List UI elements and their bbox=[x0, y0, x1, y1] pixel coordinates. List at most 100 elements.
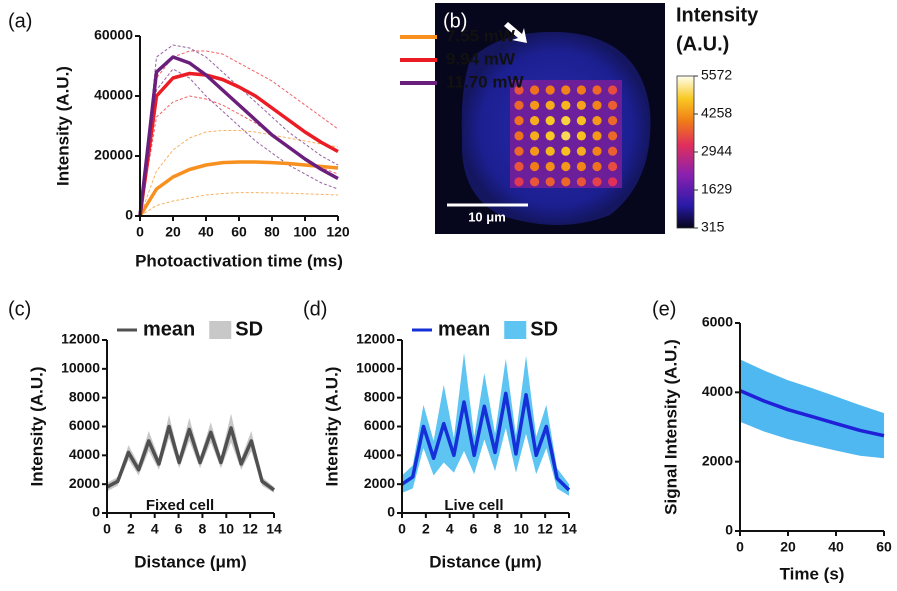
spot bbox=[577, 147, 586, 156]
y-tick-label: 2000 bbox=[69, 475, 100, 491]
spot bbox=[546, 101, 555, 110]
x-tick-label: 6 bbox=[175, 521, 183, 537]
line bbox=[140, 74, 338, 217]
spot bbox=[577, 116, 586, 125]
spot bbox=[530, 131, 539, 140]
sd-band bbox=[402, 353, 569, 496]
x-tick-label: 2 bbox=[422, 521, 430, 537]
panel-label: (d) bbox=[303, 298, 327, 320]
spot bbox=[561, 177, 570, 186]
x-tick-label: 2 bbox=[127, 521, 135, 537]
y-tick-label: 2000 bbox=[364, 475, 395, 491]
x-tick-label: 10 bbox=[218, 521, 234, 537]
spot bbox=[530, 116, 539, 125]
spot bbox=[577, 101, 586, 110]
x-tick-label: 12 bbox=[242, 521, 258, 537]
sd-band bbox=[107, 414, 274, 493]
y-tick-label: 10000 bbox=[356, 360, 395, 376]
spot bbox=[608, 131, 617, 140]
x-tick-label: 40 bbox=[828, 539, 844, 555]
colorbar-title: Intensity bbox=[676, 4, 759, 26]
sd-band bbox=[740, 359, 884, 458]
y-tick-label: 8000 bbox=[364, 388, 395, 404]
legend-label: mean bbox=[438, 318, 490, 340]
x-tick-label: 12 bbox=[537, 521, 553, 537]
y-tick-label: 4000 bbox=[69, 446, 100, 462]
spot bbox=[546, 116, 555, 125]
legend-label: 11.70 mW bbox=[446, 72, 524, 91]
panel-label: (c) bbox=[8, 298, 31, 320]
y-tick-label: 2000 bbox=[702, 452, 733, 468]
spot bbox=[592, 131, 601, 140]
x-axis-label: Photoactivation time (ms) bbox=[135, 251, 343, 270]
x-axis-label: Distance (μm) bbox=[134, 552, 246, 571]
line bbox=[107, 427, 274, 490]
colorbar-tick-label: 2944 bbox=[701, 143, 732, 159]
spot bbox=[561, 147, 570, 156]
y-tick-label: 12000 bbox=[356, 331, 395, 347]
spot bbox=[514, 116, 523, 125]
sd-line bbox=[140, 96, 338, 216]
legend-swatch bbox=[209, 321, 231, 339]
legend-label: mean bbox=[143, 318, 195, 340]
legend-label: SD bbox=[530, 318, 558, 340]
x-tick-label: 0 bbox=[136, 224, 144, 240]
y-tick-label: 0 bbox=[387, 504, 395, 520]
panel-label: (b) bbox=[443, 10, 467, 32]
y-tick-label: 4000 bbox=[364, 446, 395, 462]
legend-swatch bbox=[504, 321, 526, 339]
annotation: Fixed cell bbox=[146, 497, 214, 514]
spot bbox=[530, 85, 539, 94]
x-tick-label: 8 bbox=[199, 521, 207, 537]
x-tick-label: 100 bbox=[293, 224, 317, 240]
x-tick-label: 4 bbox=[446, 521, 454, 537]
spot bbox=[608, 116, 617, 125]
colorbar-tick-label: 5572 bbox=[701, 67, 732, 83]
spot bbox=[608, 85, 617, 94]
y-tick-label: 4000 bbox=[702, 383, 733, 399]
legend-label: 9.94 mW bbox=[446, 49, 516, 68]
x-tick-label: 14 bbox=[266, 521, 282, 537]
x-tick-label: 60 bbox=[876, 539, 892, 555]
x-axis-label: Distance (μm) bbox=[429, 552, 541, 571]
x-axis-label: Time (s) bbox=[780, 564, 845, 583]
spot bbox=[514, 147, 523, 156]
spot bbox=[546, 147, 555, 156]
spot bbox=[546, 85, 555, 94]
x-tick-label: 14 bbox=[561, 521, 577, 537]
y-tick-label: 12000 bbox=[61, 331, 100, 347]
y-tick-label: 40000 bbox=[94, 87, 133, 103]
spot bbox=[561, 116, 570, 125]
spot bbox=[561, 131, 570, 140]
spot bbox=[546, 177, 555, 186]
panel-label: (a) bbox=[8, 10, 32, 32]
x-tick-label: 0 bbox=[736, 539, 744, 555]
spot bbox=[608, 101, 617, 110]
colorbar-tick-label: 315 bbox=[701, 219, 725, 235]
scale-bar-label: 10 μm bbox=[468, 209, 506, 224]
spot bbox=[561, 162, 570, 171]
legend-label: SD bbox=[235, 318, 263, 340]
spot bbox=[592, 101, 601, 110]
figure: (a)0200004000060000020406080100120Photoa… bbox=[0, 0, 897, 591]
spot bbox=[577, 131, 586, 140]
y-tick-label: 0 bbox=[725, 522, 733, 538]
spot bbox=[514, 101, 523, 110]
spot bbox=[608, 162, 617, 171]
spot bbox=[514, 177, 523, 186]
x-tick-label: 80 bbox=[264, 224, 280, 240]
spot bbox=[592, 162, 601, 171]
spot bbox=[546, 131, 555, 140]
y-tick-label: 20000 bbox=[94, 147, 133, 163]
y-tick-label: 6000 bbox=[702, 314, 733, 330]
x-tick-label: 0 bbox=[398, 521, 406, 537]
colorbar-tick-label: 4258 bbox=[701, 105, 732, 121]
spot bbox=[561, 101, 570, 110]
y-tick-label: 0 bbox=[92, 504, 100, 520]
spot bbox=[608, 147, 617, 156]
spot bbox=[546, 162, 555, 171]
spot bbox=[530, 177, 539, 186]
x-tick-label: 4 bbox=[151, 521, 159, 537]
spot bbox=[592, 116, 601, 125]
x-tick-label: 120 bbox=[326, 224, 350, 240]
